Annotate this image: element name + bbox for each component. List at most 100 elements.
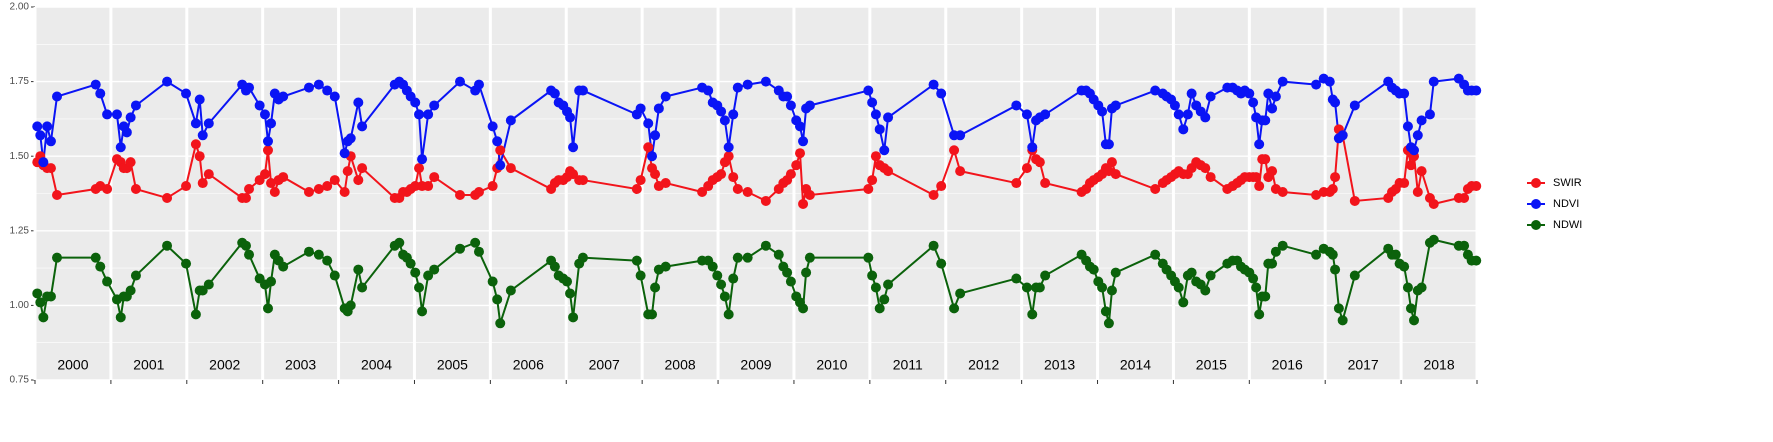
data-point — [804, 252, 815, 263]
data-point — [798, 303, 809, 314]
data-point — [1416, 115, 1427, 126]
data-point — [240, 240, 251, 251]
data-point — [732, 184, 743, 195]
data-point — [203, 169, 214, 180]
data-point — [262, 136, 273, 147]
data-point — [429, 172, 440, 183]
data-point — [1405, 303, 1416, 314]
data-point — [1424, 109, 1435, 120]
data-point — [863, 252, 874, 263]
data-point — [1277, 240, 1288, 251]
data-point — [1110, 169, 1121, 180]
data-point — [102, 184, 113, 195]
data-point — [1200, 285, 1211, 296]
data-point — [1103, 318, 1114, 329]
data-point — [1173, 109, 1184, 120]
data-point — [1027, 142, 1038, 153]
data-point — [643, 118, 654, 129]
data-point — [35, 130, 46, 141]
data-point — [278, 172, 289, 183]
x-tick-label: 2000 — [57, 357, 88, 373]
data-point — [1200, 112, 1211, 123]
data-point — [949, 145, 960, 156]
data-point — [329, 175, 340, 186]
data-point — [883, 112, 894, 123]
data-point — [339, 187, 350, 198]
data-point — [1040, 109, 1051, 120]
data-point — [162, 76, 173, 87]
data-point — [577, 175, 588, 186]
data-point — [1311, 189, 1322, 200]
data-point — [162, 240, 173, 251]
data-point — [1021, 109, 1032, 120]
data-point — [1416, 282, 1427, 293]
data-point — [244, 249, 255, 260]
data-point — [278, 261, 289, 272]
data-point — [795, 148, 806, 159]
data-point — [1205, 270, 1216, 281]
x-tick-label: 2014 — [1120, 357, 1151, 373]
data-point — [1330, 172, 1341, 183]
data-point — [322, 255, 333, 266]
data-point — [495, 318, 506, 329]
data-point — [728, 273, 739, 284]
data-point — [1173, 282, 1184, 293]
data-point — [1040, 270, 1051, 281]
data-point — [863, 85, 874, 96]
data-point — [181, 88, 192, 99]
data-point — [203, 118, 214, 129]
x-tick-label: 2016 — [1272, 357, 1303, 373]
data-point — [410, 267, 421, 278]
data-point — [716, 106, 727, 117]
data-point — [874, 303, 885, 314]
data-point — [1110, 267, 1121, 278]
data-point — [473, 79, 484, 90]
data-point — [1267, 258, 1278, 269]
data-point — [647, 151, 658, 162]
x-tick-label: 2004 — [361, 357, 392, 373]
data-point — [1097, 106, 1108, 117]
data-point — [635, 103, 646, 114]
data-point — [95, 88, 106, 99]
data-point — [197, 130, 208, 141]
data-point — [760, 240, 771, 251]
data-point — [125, 157, 136, 168]
data-point — [240, 192, 251, 203]
x-tick-label: 2018 — [1423, 357, 1454, 373]
data-point — [1324, 76, 1335, 87]
data-point — [115, 142, 126, 153]
data-point — [955, 288, 966, 299]
data-point — [1311, 79, 1322, 90]
data-point — [798, 198, 809, 209]
data-point — [254, 100, 265, 111]
data-point — [728, 172, 739, 183]
data-point — [1088, 264, 1099, 275]
data-point — [1390, 249, 1401, 260]
data-point — [45, 163, 56, 174]
data-point — [1399, 88, 1410, 99]
data-point — [266, 118, 277, 129]
data-point — [949, 303, 960, 314]
data-point — [870, 151, 881, 162]
data-point — [660, 91, 671, 102]
data-point — [394, 237, 405, 248]
data-point — [577, 85, 588, 96]
x-tick-label: 2010 — [816, 357, 847, 373]
data-point — [455, 189, 466, 200]
data-point — [52, 189, 63, 200]
data-point — [32, 121, 43, 132]
data-point — [492, 294, 503, 305]
data-point — [1402, 121, 1413, 132]
data-point — [303, 187, 314, 198]
data-point — [322, 181, 333, 192]
data-point — [631, 255, 642, 266]
data-point — [52, 252, 63, 263]
data-point — [782, 91, 793, 102]
legend-label: NDVI — [1553, 198, 1579, 210]
data-point — [1428, 234, 1439, 245]
data-point — [1428, 76, 1439, 87]
data-point — [121, 127, 132, 138]
data-point — [45, 136, 56, 147]
data-point — [1251, 282, 1262, 293]
data-point — [414, 163, 425, 174]
